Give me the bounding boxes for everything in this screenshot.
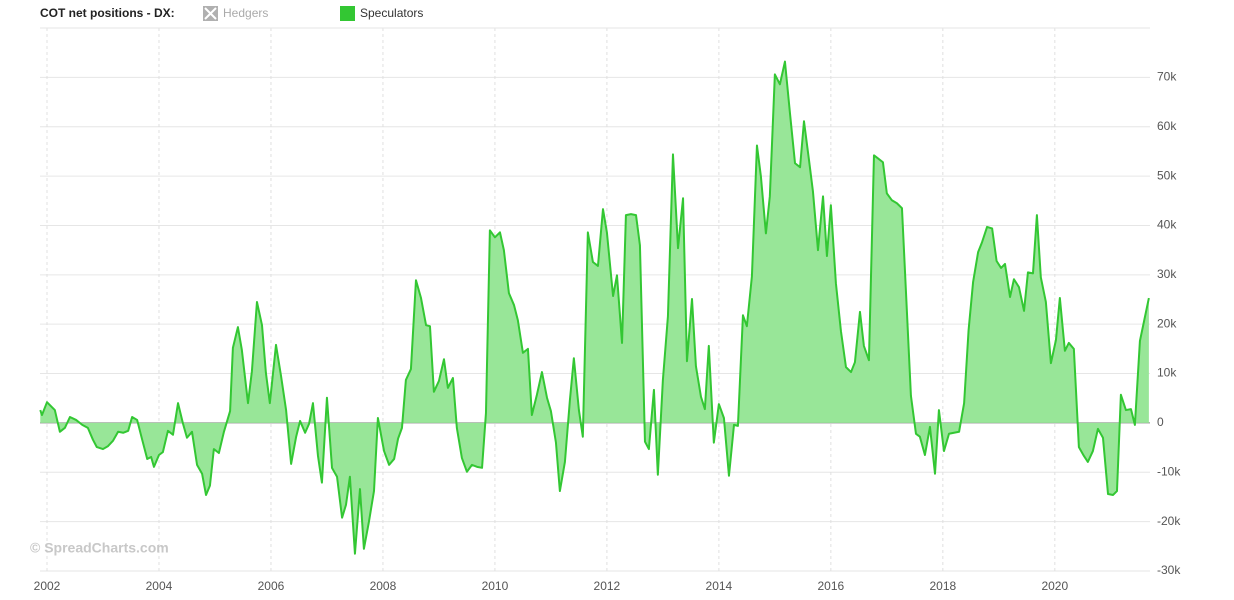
y-tick-label: -30k	[1157, 563, 1181, 577]
x-tick-label: 2012	[594, 579, 621, 593]
legend-hedgers[interactable]: Hedgers	[203, 6, 268, 21]
legend-swatch	[340, 6, 355, 21]
x-tick-label: 2002	[34, 579, 61, 593]
x-tick-label: 2006	[258, 579, 285, 593]
legend-label: Speculators	[360, 6, 423, 20]
x-tick-label: 2010	[482, 579, 509, 593]
x-tick-label: 2016	[818, 579, 845, 593]
grid	[40, 28, 1150, 572]
y-tick-label: 40k	[1157, 218, 1177, 232]
y-tick-label: 70k	[1157, 70, 1177, 84]
y-tick-label: -20k	[1157, 514, 1181, 528]
chart-title: COT net positions - DX:	[40, 6, 175, 20]
x-tick-label: 2004	[146, 579, 173, 593]
x-tick-label: 2008	[370, 579, 397, 593]
y-tick-label: 50k	[1157, 168, 1177, 182]
y-tick-label: 30k	[1157, 267, 1177, 281]
watermark: © SpreadCharts.com	[30, 540, 169, 556]
legend-hidden-icon	[204, 7, 217, 20]
legend-label: Hedgers	[223, 6, 268, 20]
x-tick-label: 2018	[929, 579, 956, 593]
y-tick-label: 60k	[1157, 119, 1177, 133]
x-tick-label: 2020	[1041, 579, 1068, 593]
y-tick-label: 10k	[1157, 366, 1177, 380]
y-tick-label: 0	[1157, 415, 1164, 429]
y-tick-label: 20k	[1157, 316, 1177, 330]
line	[39, 60, 1150, 555]
legend-speculators[interactable]: Speculators	[340, 6, 423, 21]
area	[40, 61, 1149, 554]
x-tick-label: 2014	[706, 579, 733, 593]
y-tick-label: -10k	[1157, 464, 1181, 478]
